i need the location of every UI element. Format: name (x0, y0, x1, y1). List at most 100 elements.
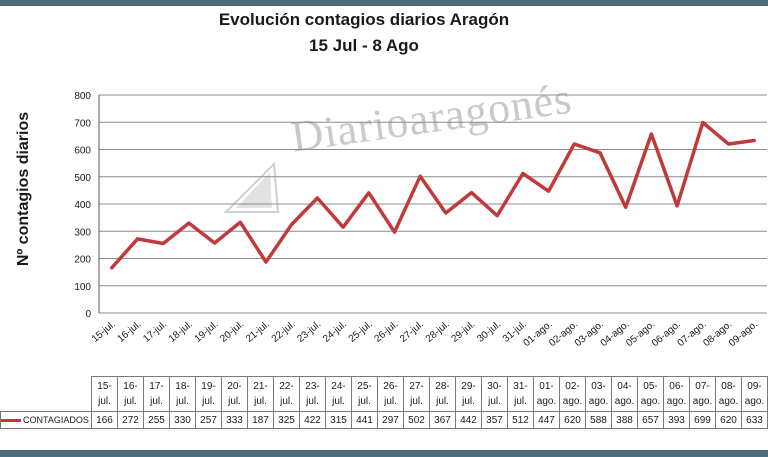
table-value-cell: 657 (637, 411, 664, 429)
table-value-cell: 255 (143, 411, 170, 429)
data-point (701, 121, 704, 124)
table-header-cell: 21- jul. (247, 376, 274, 412)
x-tick-label: 16-jul. (116, 319, 144, 345)
table-header-text: 07- (695, 381, 710, 392)
data-point (650, 132, 653, 136)
table-header-text: 23- (305, 381, 320, 392)
table-value-cell: 588 (585, 411, 612, 429)
table-header-text: 05- (643, 381, 658, 392)
table-value-cell: 422 (299, 411, 326, 429)
data-point (496, 214, 499, 217)
table-header-cell: 04- ago. (611, 376, 638, 412)
table-header-text: jul. (280, 396, 293, 407)
table-header-text: jul. (228, 396, 241, 407)
table-value-cell: 297 (377, 411, 404, 429)
table-header-text: ago. (588, 396, 609, 407)
legend-label: CONTAGIADOS (23, 415, 89, 425)
data-point (341, 225, 345, 229)
y-tick-label: 600 (74, 146, 91, 157)
table-header-text: ago. (562, 396, 583, 407)
table-header-text: jul. (332, 396, 345, 407)
data-point (264, 260, 268, 264)
table-header-cell: 06- ago. (663, 376, 690, 412)
table-header-cell: 24- jul. (325, 376, 352, 412)
table-header-cell: 03- ago. (585, 376, 612, 412)
table-header-text: 24- (331, 381, 346, 392)
y-tick-label: 500 (74, 173, 91, 184)
table-header-text: ago. (666, 396, 687, 407)
table-header-cell: 09- ago. (741, 376, 768, 412)
legend-swatch (1, 419, 21, 423)
table-header-text: 26- (383, 381, 398, 392)
x-tick-label: 30-jul. (475, 319, 503, 345)
table-header-text: 18- (175, 381, 190, 392)
data-point (187, 221, 191, 225)
data-point (290, 223, 293, 226)
table-header-text: 21- (253, 381, 268, 392)
chart-title: Evolución contagios diarios Aragón (218, 10, 510, 29)
table-header-text: jul. (410, 396, 423, 407)
data-point (727, 142, 730, 146)
x-tick-label: 09-ago. (727, 319, 760, 349)
data-point (470, 191, 473, 194)
table-header-text: ago. (640, 396, 661, 407)
table-header-text: ago. (718, 396, 739, 407)
line-chart: 0 100 200 300 400 500 600 700 800 15-jul.16-jul.… (74, 91, 767, 349)
table-header-text: 31- (513, 381, 528, 392)
table-header-text: ago. (614, 396, 635, 407)
table-header-text: 09- (747, 381, 762, 392)
x-tick-label: 26-jul. (372, 319, 400, 345)
table-header-text: jul. (514, 396, 527, 407)
table-header-text: jul. (254, 396, 267, 407)
table-header-cell: 02- ago. (559, 376, 586, 412)
table-header-cell: 30- jul. (481, 376, 508, 412)
y-tick-label: 0 (85, 309, 91, 320)
table-header-text: jul. (306, 396, 319, 407)
series-layer (110, 120, 756, 270)
data-point (624, 206, 627, 209)
table-value-cell: 441 (351, 411, 378, 429)
table-header-text: 01- (539, 381, 554, 392)
table-value-cell: 447 (533, 411, 560, 429)
table-header-text: ago. (744, 396, 765, 407)
table-header-cell: 07- ago. (689, 376, 716, 412)
table-header-text: jul. (462, 396, 475, 407)
table-header-text: 20- (227, 381, 242, 392)
table-header-cell: 20- jul. (221, 376, 248, 412)
table-value-cell: 333 (221, 411, 248, 429)
table-header-cell: 05- ago. (637, 376, 664, 412)
table-value-cell: 357 (481, 411, 508, 429)
table-header-cell: 18- jul. (169, 376, 196, 412)
y-tick-label: 800 (74, 91, 91, 102)
table-header-text: jul. (176, 396, 189, 407)
table-value-cell: 315 (325, 411, 352, 429)
table-header-text: 22- (279, 381, 294, 392)
table-header-cell: 26- jul. (377, 376, 404, 412)
table-header-cell: 27- jul. (403, 376, 430, 412)
y-tick-label: 200 (74, 255, 91, 266)
x-tick-label: 27-jul. (398, 319, 426, 345)
x-tick-label: 29-jul. (450, 319, 478, 345)
x-tick-label: 20-jul. (218, 319, 246, 345)
data-point (316, 196, 319, 200)
table-value-cell: 257 (195, 411, 222, 429)
y-tick-labels: 0 100 200 300 400 500 600 700 800 (74, 91, 91, 320)
table-header-text: 06- (669, 381, 684, 392)
table-header-text: jul. (436, 396, 449, 407)
series-line-contagiados (110, 120, 756, 270)
data-point (418, 175, 422, 178)
table-header-text: 15- (97, 381, 112, 392)
table-header-cell: 01- ago. (533, 376, 560, 412)
table-value-cell: 367 (429, 411, 456, 429)
data-point (110, 266, 114, 269)
watermark-logo (223, 161, 280, 213)
table-header-text: 19- (201, 381, 216, 392)
data-point (213, 241, 216, 245)
y-tick-label: 400 (74, 200, 91, 211)
table-header-text: jul. (358, 396, 371, 407)
x-tick-label: 24-jul. (321, 319, 349, 345)
table-header-text: jul. (124, 396, 137, 407)
x-tick-label: 17-jul. (141, 319, 169, 345)
x-tick-label: 15-jul. (90, 319, 118, 345)
y-tick-label: 700 (74, 118, 91, 129)
